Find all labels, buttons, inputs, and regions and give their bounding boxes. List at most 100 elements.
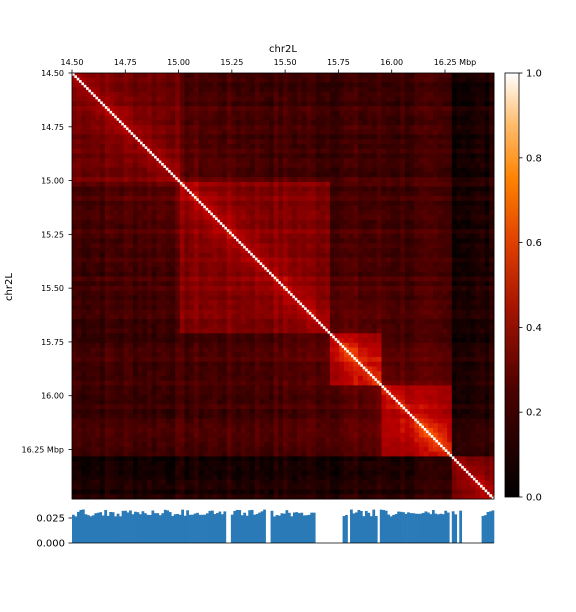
heatmap-cell [465,82,471,88]
heatmap-cell [283,262,289,268]
heatmap-cell [339,238,345,244]
heatmap-cell [329,257,335,263]
heatmap-cell [161,91,167,98]
heatmap-cell [268,77,275,83]
heatmap-cell [451,162,457,169]
heatmap-cell [442,267,448,273]
heatmap-cell [109,319,115,325]
heatmap-cell [381,167,387,173]
heatmap-cell [81,295,87,301]
heatmap-cell [437,243,443,249]
heatmap-cell [90,200,96,206]
heatmap-cell [118,224,124,230]
heatmap-cell [386,304,392,311]
heatmap-cell [72,82,78,88]
heatmap-cell [409,328,415,334]
heatmap-cell [461,129,467,135]
heatmap-cell [203,139,209,145]
heatmap-cell [465,243,471,249]
heatmap-cell [447,328,453,334]
heatmap-cell [437,158,443,164]
heatmap-cell [203,200,209,206]
heatmap-cell [306,323,312,329]
heatmap-cell [386,167,392,173]
heatmap-cell [339,200,345,206]
heatmap-cell [484,162,490,169]
heatmap-cell [329,158,335,164]
heatmap-cell [156,73,162,79]
heatmap-cell [259,125,265,131]
heatmap-cell [250,295,256,301]
heatmap-cell [301,101,307,107]
heatmap-cell [132,323,139,329]
heatmap-cell [179,73,185,79]
heatmap-cell [175,200,181,206]
heatmap-cell [386,309,392,315]
heatmap-cell [297,309,303,315]
heatmap-cell [100,158,106,164]
heatmap-cell [358,91,364,98]
heatmap-cell [90,323,96,329]
heatmap-cell [451,153,457,159]
heatmap-cells [72,73,495,500]
heatmap-cell [132,233,139,240]
heatmap-cell [465,87,471,93]
heatmap-cell [325,219,331,225]
heatmap-cell [123,129,129,135]
heatmap-cell [137,323,143,329]
heatmap-cell [292,229,298,235]
heatmap-cell [90,219,96,225]
heatmap-cell [418,229,425,235]
heatmap-cell [479,162,486,169]
heatmap-cell [245,271,251,277]
heatmap-cell [306,110,312,116]
heatmap-cell [226,286,232,292]
heatmap-cell [456,200,462,206]
heatmap-cell [151,158,157,164]
heatmap-cell [264,300,270,306]
heatmap-cell [128,177,134,183]
heatmap-cell [386,205,392,211]
heatmap-cell [484,248,490,254]
heatmap-cell [358,243,364,249]
heatmap-cell [292,73,298,79]
heatmap-cell [142,205,148,211]
heatmap-cell [353,110,359,116]
heatmap-cell [339,96,345,102]
heatmap-cell [353,162,359,169]
heatmap-cell [433,257,439,263]
heatmap-cell [245,101,251,107]
heatmap-cell [353,181,359,187]
heatmap-cell [372,229,378,235]
heatmap-cell [372,224,378,230]
heatmap-cell [250,172,256,178]
heatmap-cell [142,286,148,292]
heatmap-cell [184,271,190,277]
heatmap-cell [358,125,364,131]
heatmap-cell [231,167,237,173]
heatmap-cell [231,120,237,126]
heatmap-cell [367,276,373,282]
heatmap-cell [250,286,256,292]
heatmap-cell [465,186,471,192]
heatmap-cell [287,314,293,320]
heatmap-cell [442,158,448,164]
heatmap-cell [114,200,120,206]
heatmap-cell [315,162,321,169]
heatmap-cell [100,224,106,230]
heatmap-cell [95,115,101,121]
heatmap-cell [226,186,232,192]
heatmap-cell [315,181,321,187]
heatmap-cell [212,257,218,263]
heatmap-cell [475,115,481,121]
heatmap-cell [362,153,368,159]
heatmap-cell [362,125,368,131]
heatmap-cell [161,328,167,334]
heatmap-cell [329,177,335,183]
heatmap-cell [278,115,284,121]
heatmap-cell [297,144,303,150]
heatmap-cell [400,196,406,202]
heatmap-cell [273,233,279,240]
heatmap-cell [137,186,143,192]
heatmap-cell [175,252,181,258]
